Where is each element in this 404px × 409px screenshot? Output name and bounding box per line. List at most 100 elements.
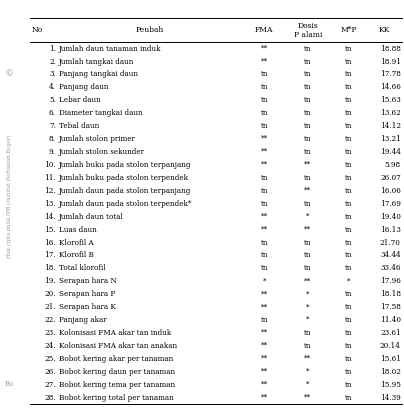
Text: tn: tn (261, 174, 268, 182)
Text: tn: tn (304, 109, 312, 117)
Text: tn: tn (261, 70, 268, 79)
Text: 14.66: 14.66 (380, 83, 401, 91)
Text: 17.69: 17.69 (380, 200, 401, 208)
Text: Serapan hara K: Serapan hara K (59, 303, 116, 311)
Text: 18.: 18. (44, 264, 56, 272)
Text: Luas daun: Luas daun (59, 226, 97, 234)
Text: No: No (32, 26, 43, 34)
Text: tn: tn (345, 148, 353, 156)
Text: Jumlah daun total: Jumlah daun total (59, 213, 124, 220)
Text: tn: tn (345, 329, 353, 337)
Text: 17.78: 17.78 (380, 70, 401, 79)
Text: tn: tn (345, 355, 353, 363)
Text: 21.: 21. (44, 303, 56, 311)
Text: **: ** (304, 355, 311, 363)
Text: 6.: 6. (49, 109, 56, 117)
Text: Kolonisasi FMA akar tan induk: Kolonisasi FMA akar tan induk (59, 329, 171, 337)
Text: **: ** (261, 135, 268, 143)
Text: 26.: 26. (44, 368, 56, 376)
Text: Jumlah daun pada stolon terpanjang: Jumlah daun pada stolon terpanjang (59, 187, 191, 195)
Text: 19.44: 19.44 (380, 148, 401, 156)
Text: tn: tn (304, 135, 312, 143)
Text: Total klorofil: Total klorofil (59, 264, 105, 272)
Text: tn: tn (261, 238, 268, 247)
Text: 16.13: 16.13 (380, 226, 401, 234)
Text: 15.: 15. (44, 226, 56, 234)
Text: *: * (347, 277, 351, 285)
Text: **: ** (261, 355, 268, 363)
Text: Jumlah stolon primer: Jumlah stolon primer (59, 135, 136, 143)
Text: 18.18: 18.18 (380, 290, 401, 298)
Text: tn: tn (304, 70, 312, 79)
Text: 19.: 19. (44, 277, 56, 285)
Text: 28.: 28. (44, 393, 56, 402)
Text: 1.: 1. (49, 45, 56, 53)
Text: **: ** (304, 161, 311, 169)
Text: tn: tn (304, 83, 312, 91)
Text: **: ** (261, 303, 268, 311)
Text: tn: tn (345, 342, 353, 350)
Text: tn: tn (345, 200, 353, 208)
Text: 20.14: 20.14 (380, 342, 401, 350)
Text: 20.: 20. (44, 290, 56, 298)
Text: 5.: 5. (49, 96, 56, 104)
Text: tn: tn (345, 316, 353, 324)
Text: Jumlah daun tanaman induk: Jumlah daun tanaman induk (59, 45, 161, 53)
Text: 18.91: 18.91 (380, 58, 401, 65)
Text: **: ** (304, 393, 311, 402)
Text: Jumlah buku pada stolon terpendek: Jumlah buku pada stolon terpendek (59, 174, 189, 182)
Text: tn: tn (304, 329, 312, 337)
Text: tn: tn (304, 200, 312, 208)
Text: Lebar daun: Lebar daun (59, 96, 101, 104)
Text: tn: tn (304, 122, 312, 130)
Text: *: * (263, 277, 266, 285)
Text: **: ** (261, 161, 268, 169)
Text: tn: tn (345, 213, 353, 220)
Text: tn: tn (304, 342, 312, 350)
Text: ©: © (4, 69, 13, 78)
Text: Diameter tangkai daun: Diameter tangkai daun (59, 109, 142, 117)
Text: 7.: 7. (49, 122, 56, 130)
Text: 12.: 12. (44, 187, 56, 195)
Text: tn: tn (345, 381, 353, 389)
Text: tn: tn (304, 96, 312, 104)
Text: Jumlah stolon sekunder: Jumlah stolon sekunder (59, 148, 145, 156)
Text: tn: tn (345, 135, 353, 143)
Text: 15.61: 15.61 (380, 355, 401, 363)
Text: 27.: 27. (44, 381, 56, 389)
Text: 17.58: 17.58 (380, 303, 401, 311)
Text: **: ** (261, 393, 268, 402)
Text: KK: KK (379, 26, 390, 34)
Text: tn: tn (261, 83, 268, 91)
Text: 15.63: 15.63 (380, 96, 401, 104)
Text: 23.61: 23.61 (380, 329, 401, 337)
Text: *: * (306, 381, 310, 389)
Text: *: * (306, 316, 310, 324)
Text: tn: tn (345, 368, 353, 376)
Text: 8.: 8. (49, 135, 56, 143)
Text: Panjang akar: Panjang akar (59, 316, 106, 324)
Text: tn: tn (345, 393, 353, 402)
Text: Bo: Bo (4, 380, 13, 389)
Text: 13.21: 13.21 (380, 135, 401, 143)
Text: 34.44: 34.44 (380, 252, 401, 259)
Text: 3.: 3. (49, 70, 56, 79)
Text: **: ** (304, 187, 311, 195)
Text: 11.: 11. (44, 174, 56, 182)
Text: 14.: 14. (44, 213, 56, 220)
Text: tn: tn (261, 109, 268, 117)
Text: Jumlah daun pada stolon terpendek*: Jumlah daun pada stolon terpendek* (59, 200, 192, 208)
Text: 13.62: 13.62 (380, 109, 401, 117)
Text: 17.96: 17.96 (380, 277, 401, 285)
Text: Bobot kering daun per tanaman: Bobot kering daun per tanaman (59, 368, 175, 376)
Text: tn: tn (304, 252, 312, 259)
Text: tn: tn (304, 174, 312, 182)
Text: 19.40: 19.40 (380, 213, 401, 220)
Text: Panjang tangkai daun: Panjang tangkai daun (59, 70, 138, 79)
Text: *: * (306, 290, 310, 298)
Text: tn: tn (261, 252, 268, 259)
Text: Tebal daun: Tebal daun (59, 122, 99, 130)
Text: tn: tn (345, 226, 353, 234)
Text: 11.40: 11.40 (380, 316, 401, 324)
Text: 24.: 24. (44, 342, 56, 350)
